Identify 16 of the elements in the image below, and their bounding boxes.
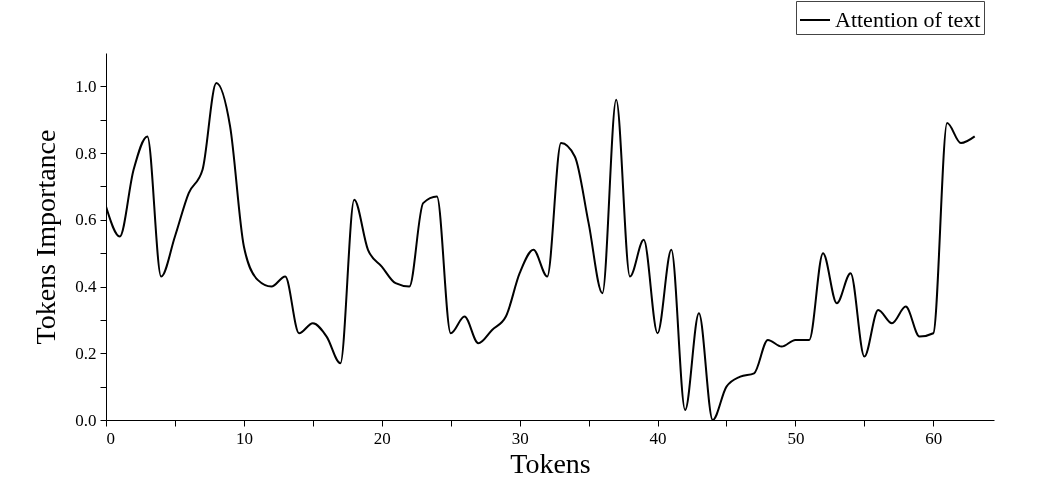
- y-axis-title: Tokens Importance: [30, 129, 62, 345]
- x-tick-label: 60: [925, 428, 943, 448]
- y-tick-label: 0.8: [75, 143, 97, 163]
- x-tick-label: 0: [106, 428, 115, 448]
- x-axis-title: Tokens: [510, 447, 591, 479]
- y-tick-label: 0.2: [75, 343, 97, 363]
- y-tick-label: 0.0: [75, 410, 97, 430]
- x-tick-label: 10: [235, 428, 253, 448]
- legend-label: Attention of text: [835, 7, 981, 32]
- x-tick-label: 50: [787, 428, 805, 448]
- x-tick-label: 20: [373, 428, 391, 448]
- y-tick-label: 1.0: [75, 76, 97, 96]
- x-tick-label: 40: [649, 428, 667, 448]
- y-tick-label: 0.4: [75, 277, 97, 297]
- x-tick-label: 30: [511, 428, 529, 448]
- y-tick-label: 0.6: [75, 210, 97, 230]
